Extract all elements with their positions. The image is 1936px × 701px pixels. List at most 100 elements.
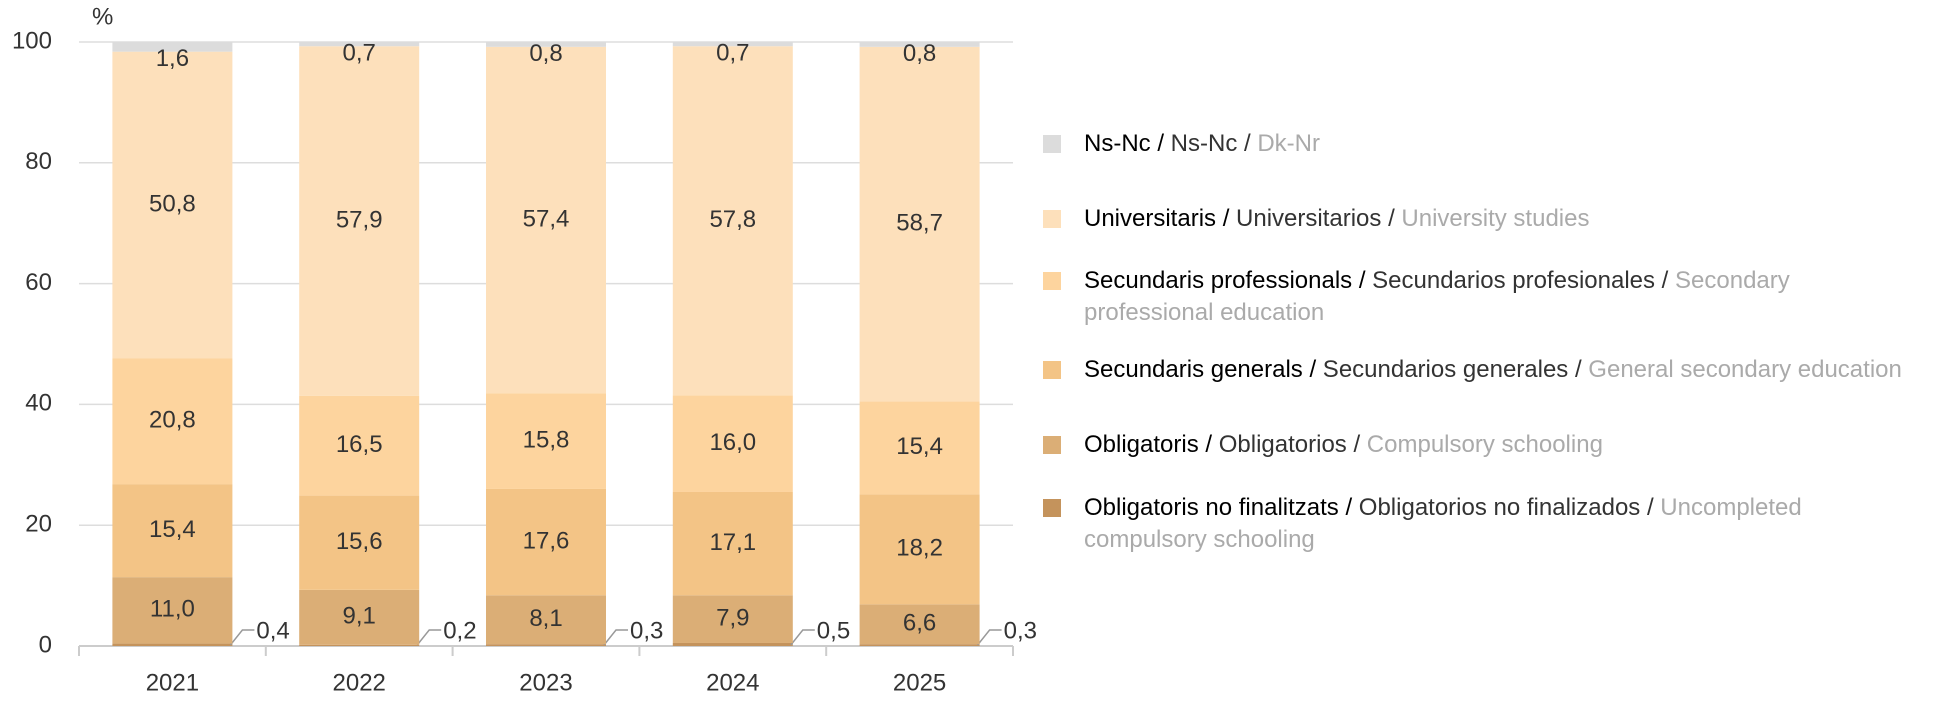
leader-line (977, 629, 1002, 646)
bar-segment (859, 644, 980, 646)
bar-segment (672, 46, 793, 396)
x-tick-label: 2023 (519, 669, 572, 696)
y-tick-label: 80 (25, 148, 52, 175)
legend-text: Uncompleted compulsory schooling (1084, 494, 1802, 553)
legend-text: Secundaris professionals / (1084, 267, 1366, 294)
value-label: 50,8 (149, 190, 196, 217)
y-axis-label: % (92, 3, 113, 30)
value-label: 16,0 (709, 429, 756, 456)
legend-swatch (1043, 499, 1061, 517)
bar-segment (299, 589, 420, 645)
value-label: 0,7 (716, 40, 749, 67)
bar-segment (299, 395, 420, 496)
legend-entry: Secundaris professionals / Secundarios p… (1084, 265, 1924, 329)
value-label: 8,1 (529, 605, 562, 632)
y-tick-label: 40 (25, 390, 52, 417)
value-label: 17,1 (709, 529, 756, 556)
bar-segment (486, 488, 606, 596)
legend-swatch (1043, 272, 1061, 290)
value-label: 0,3 (1004, 617, 1037, 644)
legend-text: Ns-Nc / (1084, 130, 1164, 157)
value-label: 18,2 (896, 535, 943, 562)
legend-entry: Obligatoris no finalitzats / Obligatorio… (1084, 492, 1924, 556)
legend-text: University studies (1394, 205, 1590, 232)
legend-text: Dk-Nr (1250, 130, 1320, 157)
bar-segment (672, 642, 793, 646)
value-label: 20,8 (149, 407, 196, 434)
bar-segment (299, 42, 420, 47)
value-label: 0,3 (630, 617, 663, 644)
value-label: 0,5 (817, 617, 850, 644)
bar-segment (486, 393, 606, 489)
legend-swatch (1043, 436, 1061, 454)
legend-text: Obligatorios / (1212, 431, 1361, 458)
x-tick-label: 2021 (146, 669, 199, 696)
bar-segment (486, 42, 606, 47)
legend-text: Secundarios profesionales / (1365, 267, 1669, 294)
legend-swatch (1043, 361, 1061, 379)
bar-segment (299, 46, 420, 396)
bar-segment (112, 643, 233, 646)
value-label: 58,7 (896, 209, 943, 236)
bar-segment (486, 46, 606, 394)
legend-text: Obligatorios no finalizados / (1352, 494, 1654, 521)
legend-text: Secondary professional education (1084, 267, 1790, 326)
legend-text: Obligatoris no finalitzats / (1084, 494, 1353, 521)
bar-segment (859, 401, 980, 495)
leader-line (790, 629, 815, 646)
legend-entry: Ns-Nc / Ns-Nc / Dk-Nr (1084, 128, 1924, 160)
bar-segment (112, 51, 233, 359)
x-tick-label: 2025 (893, 669, 946, 696)
legend-entry: Secundaris generals / Secundarios genera… (1084, 354, 1924, 386)
bar-segment (672, 395, 793, 492)
value-label: 0,7 (343, 40, 376, 67)
value-label: 15,4 (896, 433, 943, 460)
value-label: 16,5 (336, 431, 383, 458)
value-label: 0,4 (256, 617, 289, 644)
value-label: 57,9 (336, 206, 383, 233)
value-label: 17,6 (523, 527, 570, 554)
bar-segment (672, 491, 793, 596)
x-tick-label: 2024 (706, 669, 759, 696)
value-label: 57,4 (523, 206, 570, 233)
bar-segment (112, 42, 233, 52)
value-label: 7,9 (716, 604, 749, 631)
value-label: 15,6 (336, 528, 383, 555)
bar-segment (112, 577, 233, 644)
value-label: 0,8 (529, 40, 562, 67)
legend-entry: Universitaris / Universitarios / Univers… (1084, 203, 1924, 235)
y-tick-label: 0 (39, 631, 52, 658)
bar-segment (859, 494, 980, 605)
legend-text: General secondary education (1581, 356, 1902, 383)
y-tick-label: 20 (25, 511, 52, 538)
legend-text: Ns-Nc / (1164, 130, 1251, 157)
bar-segment (859, 42, 980, 47)
bar-segment (299, 495, 420, 590)
bar-segment (486, 595, 606, 645)
legend-swatch (1043, 135, 1061, 153)
legend-text: Universitarios / (1229, 205, 1395, 232)
leader-line (603, 629, 628, 646)
value-label: 15,4 (149, 516, 196, 543)
bar-segment (859, 46, 980, 402)
value-label: 15,8 (523, 427, 570, 454)
legend-text: Universitaris / (1084, 205, 1230, 232)
legend-text: Secundaris generals / (1084, 356, 1317, 383)
value-label: 1,6 (156, 45, 189, 72)
value-label: 0,8 (903, 40, 936, 67)
value-label: 6,6 (903, 610, 936, 637)
leader-line (229, 629, 255, 646)
legend-text: Obligatoris / (1084, 431, 1213, 458)
value-label: 0,2 (443, 617, 476, 644)
legend-entry: Obligatoris / Obligatorios / Compulsory … (1084, 429, 1924, 461)
legend-swatch (1043, 210, 1061, 228)
bar-segment (672, 42, 793, 47)
x-tick-label: 2022 (333, 669, 386, 696)
y-tick-label: 60 (25, 269, 52, 296)
bar-segment (486, 644, 606, 646)
value-label: 57,8 (709, 206, 756, 233)
bar-segment (299, 644, 420, 646)
y-tick-label: 100 (12, 27, 52, 54)
